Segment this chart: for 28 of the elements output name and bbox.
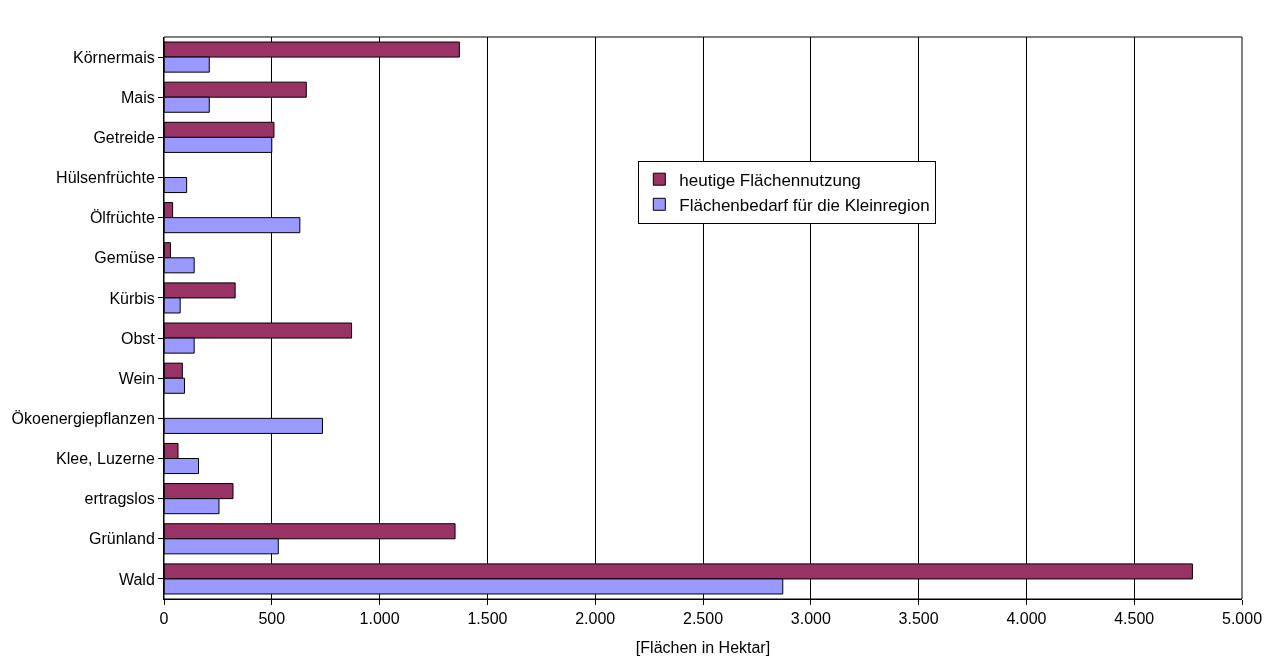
y-tick-label: Ölfrüchte [89,209,155,227]
y-tick-label: Grünland [88,530,155,548]
y-tick-label: Wein [118,369,155,387]
x-tick-label: 3.500 [898,610,939,628]
x-tick-label: 500 [258,610,286,628]
y-tick-label: Getreide [93,128,155,146]
x-tick-label: 2.500 [682,610,724,628]
legend-label: heutige Flächennutzung [679,170,861,190]
y-tick-label: Wald [118,570,155,588]
y-tick-label: Ökoenergiepflanzen [11,409,155,427]
y-tick-label: Körnermais [72,48,155,66]
y-tick-label: Klee, Luzerne [56,450,155,468]
y-tick-label: Kürbis [109,289,155,307]
x-tick-label: 1.000 [359,610,400,628]
y-tick-label: Mais [121,88,155,106]
legend-label: Flächenbedarf für die Kleinregion [679,195,930,215]
x-tick-label: 1.500 [467,610,508,628]
x-axis-title: [Flächen in Hektar] [635,638,771,656]
x-tick-label: 3.000 [790,610,831,628]
y-tick-label: Obst [121,329,156,347]
y-tick-label: Gemüse [94,249,155,267]
x-tick-label: 2.000 [575,610,616,628]
x-tick-label: 4.500 [1114,610,1155,628]
x-tick-label: 0 [159,610,169,628]
y-tick-label: Hülsenfrüchte [56,169,155,187]
x-tick-label: 5.000 [1221,610,1263,628]
y-tick-label: ertragslos [84,490,155,508]
x-tick-label: 4.000 [1006,610,1047,628]
